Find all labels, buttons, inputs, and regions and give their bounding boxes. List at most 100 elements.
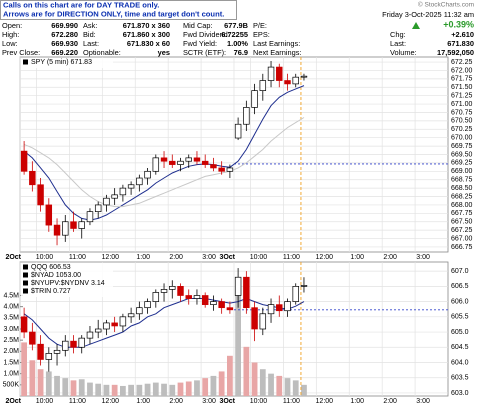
candle-body	[20, 150, 28, 172]
y-tick-label: 606.5	[451, 283, 469, 290]
legend-swatch	[23, 272, 28, 278]
y-tick-label: 668.50	[451, 185, 473, 192]
y-tick-label: 603.0	[451, 390, 469, 397]
y-tick-label: 666.75	[451, 244, 473, 251]
y-tick-label: 670.50	[451, 118, 473, 125]
quote-label: Bid:	[83, 30, 96, 39]
candle-body	[210, 164, 217, 169]
quote-label: Open:	[2, 21, 22, 30]
x-tick-label: 2Oct	[5, 398, 21, 405]
x-tick-label: 11:00	[283, 254, 300, 261]
candle-body	[127, 313, 135, 318]
volume-bar	[21, 342, 27, 396]
candle-body	[276, 66, 283, 81]
y-tick-label: 668.75	[451, 177, 473, 184]
candle-body	[29, 170, 36, 186]
quote-value: 17,592,050	[437, 48, 474, 57]
candle-body	[160, 157, 168, 162]
x-tick-label: 2:00	[383, 398, 397, 405]
candle-body	[259, 80, 267, 91]
x-tick-label: 12:00	[316, 254, 334, 261]
y-tick-label: 672.00	[451, 67, 473, 74]
volume-bar	[103, 384, 110, 396]
y2-tick-label: 1.0M	[3, 371, 19, 378]
x-tick-label: 11:00	[69, 398, 86, 405]
candle-body	[136, 177, 143, 186]
volume-bar	[185, 381, 192, 396]
quote-label: Low:	[2, 39, 18, 48]
x-tick-label: 3:00	[202, 254, 216, 261]
volume-bar	[161, 383, 167, 396]
volume-bar	[62, 378, 69, 396]
copyright: © StockCharts.com	[418, 1, 474, 9]
y-tick-label: 603.5	[451, 375, 469, 382]
candle-body	[29, 331, 36, 345]
y-tick-label: 668.25	[451, 193, 473, 200]
volume-bar	[87, 382, 93, 396]
y2-tick-label: 1.5M	[3, 359, 19, 366]
candle-body	[119, 187, 127, 196]
quote-label: Prev Close:	[2, 48, 40, 57]
candle-body	[284, 301, 291, 312]
candle-body	[259, 313, 267, 330]
candle-body	[119, 316, 127, 327]
candle-body	[177, 160, 184, 165]
volume-bar	[29, 360, 36, 396]
candle-body	[20, 316, 28, 333]
quote-label: Optionable:	[83, 48, 121, 57]
moving-average	[23, 85, 305, 221]
quote-value: 671.830	[447, 39, 474, 48]
candle-body	[152, 292, 160, 302]
candle-body	[234, 276, 242, 296]
y-tick-label: 671.25	[451, 93, 473, 100]
moving-average	[23, 117, 305, 208]
quote-header: Open: 669.990 Ask: 671.870 x 360 Mid Cap: 677…	[2, 21, 474, 57]
quote-value: yes	[158, 48, 170, 57]
quote-label: EPS:	[253, 30, 270, 39]
y-tick-label: 670.75	[451, 109, 473, 116]
candle-body	[193, 157, 201, 162]
candle-body	[78, 221, 85, 229]
candle-body	[53, 224, 61, 236]
candle-body	[103, 322, 110, 330]
y-tick-label: 605.5	[451, 314, 469, 321]
y-tick-label: 667.25	[451, 227, 473, 234]
y-tick-label: 607.0	[451, 268, 469, 275]
candle-body	[144, 170, 151, 179]
candle-body	[210, 301, 217, 305]
quote-label: Last:	[390, 39, 406, 48]
quote-value: 669.930	[51, 39, 78, 48]
candle-body	[45, 204, 53, 226]
volume-bar	[292, 380, 299, 396]
volume-bar	[177, 382, 184, 396]
x-tick-label: 10:00	[36, 398, 54, 405]
volume-bar	[301, 384, 307, 396]
quote-label: Volume:	[390, 48, 417, 57]
y-tick-label: 667.50	[451, 219, 473, 226]
candle-body	[144, 301, 151, 309]
quote-label: Fwd Dividend:	[183, 30, 230, 39]
up-triangle	[412, 22, 420, 29]
x-tick-label: 11:00	[69, 254, 86, 261]
y-tick-label: 604.5	[451, 344, 469, 351]
candle-body	[251, 90, 258, 108]
candle-body	[70, 340, 77, 348]
candle-body	[292, 286, 299, 302]
candle-body	[193, 295, 201, 299]
volume-bar	[202, 378, 209, 396]
x-tick-label: 10:00	[250, 398, 268, 405]
notice-line: Arrows are for DIRECTION ONLY, time and …	[3, 10, 224, 19]
candle-body	[226, 307, 234, 311]
y-tick-label: 671.50	[451, 84, 473, 91]
legend-entry: SPY (5 min) 671.83	[31, 59, 92, 66]
candle-body	[70, 221, 77, 229]
candle-body	[53, 349, 61, 354]
notice-line: Calls on this chart are for DAY TRADE on…	[3, 1, 159, 10]
x-tick-label: 1:00	[350, 398, 364, 405]
quote-value: 677.9B	[224, 21, 248, 30]
volume-bar	[227, 355, 233, 396]
volume-bar	[111, 384, 118, 396]
y-tick-label: 669.75	[451, 143, 473, 150]
quote-label: Mid Cap:	[183, 21, 213, 30]
